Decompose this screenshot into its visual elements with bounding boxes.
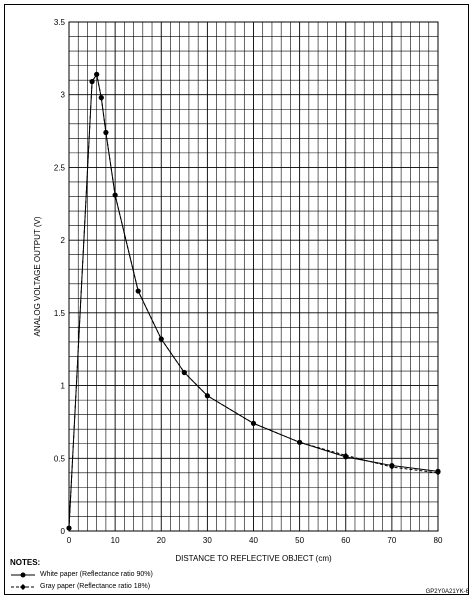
data-point bbox=[112, 192, 118, 198]
x-tick-labels: 0 10 20 30 40 50 60 70 80 bbox=[67, 536, 443, 545]
x-tick-label: 20 bbox=[157, 536, 166, 545]
data-point bbox=[250, 420, 257, 426]
x-tick-label: 60 bbox=[341, 536, 350, 545]
data-point bbox=[435, 470, 441, 476]
x-tick-label: 70 bbox=[387, 536, 396, 545]
data-point bbox=[343, 452, 349, 458]
data-point bbox=[389, 464, 395, 470]
data-point bbox=[94, 71, 100, 77]
data-point bbox=[103, 129, 109, 136]
plot-border bbox=[68, 21, 439, 532]
x-tick-label: 10 bbox=[111, 536, 120, 545]
x-tick-label: 50 bbox=[295, 536, 304, 545]
data-point bbox=[89, 79, 95, 85]
data-point bbox=[158, 336, 164, 342]
major-grid bbox=[69, 22, 438, 531]
series-gray-paper bbox=[66, 71, 441, 531]
y-axis-title: ANALOG VOLTAGE OUTPUT (V) bbox=[33, 216, 42, 336]
y-tick-label: 3.5 bbox=[54, 18, 66, 27]
y-tick-label: 1 bbox=[61, 382, 66, 391]
data-point bbox=[135, 288, 141, 294]
data-point bbox=[98, 95, 104, 101]
x-tick-label: 0 bbox=[67, 536, 72, 545]
data-point bbox=[204, 393, 210, 399]
y-tick-label: 2.5 bbox=[54, 163, 66, 172]
y-tick-label: 1.5 bbox=[54, 309, 66, 318]
legend-gray-paper-swatch bbox=[11, 584, 35, 590]
x-tick-label: 30 bbox=[203, 536, 212, 545]
notes-title: NOTES: bbox=[10, 558, 41, 567]
y-tick-labels: 0 0.5 1 1.5 2 2.5 3 3.5 bbox=[54, 18, 66, 536]
legend-item-gray-paper: Gray paper (Reflectance ratio 18%) bbox=[10, 582, 250, 592]
series-layer bbox=[66, 71, 441, 531]
y-tick-label: 3 bbox=[61, 91, 66, 100]
y-tick-label: 0 bbox=[61, 527, 66, 536]
data-point bbox=[297, 439, 303, 445]
data-point bbox=[181, 369, 187, 376]
legend-gray-paper-label: Gray paper (Reflectance ratio 18%) bbox=[40, 583, 151, 590]
data-point bbox=[66, 525, 72, 531]
x-tick-label: 40 bbox=[249, 536, 258, 545]
legend-white-paper-label: White paper (Reflectance ratio 90%) bbox=[40, 571, 153, 578]
legend-white-paper-swatch bbox=[11, 572, 35, 578]
x-tick-label: 80 bbox=[434, 536, 443, 545]
figure-code: GP2Y0A21YK-6 bbox=[425, 589, 469, 595]
legend-item-white-paper: White paper (Reflectance ratio 90%) bbox=[10, 570, 250, 580]
x-axis-title: DISTANCE TO REFLECTIVE OBJECT (cm) bbox=[175, 554, 332, 563]
y-tick-label: 0.5 bbox=[54, 454, 66, 463]
y-tick-label: 2 bbox=[61, 236, 66, 245]
figure-frame bbox=[4, 4, 469, 595]
